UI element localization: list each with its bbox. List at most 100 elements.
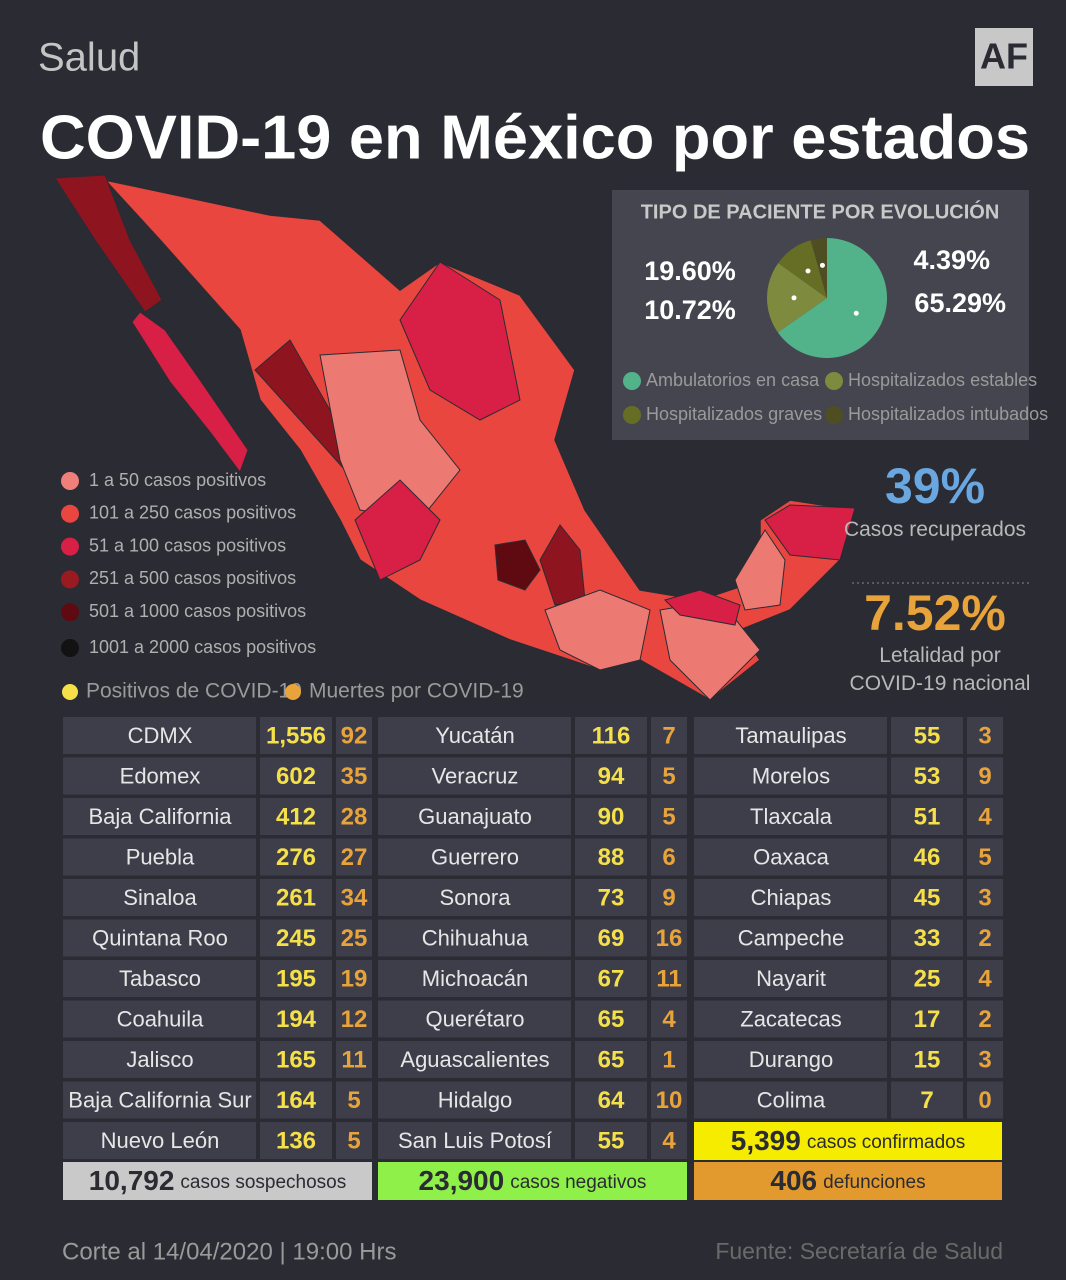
cases: 412 [276, 803, 316, 830]
map-baja-sur [131, 311, 249, 474]
total-label: defunciones [823, 1172, 925, 1193]
cell-bg [260, 1041, 332, 1078]
state-name: Tlaxcala [750, 804, 833, 829]
legend-entry: Hospitalizados graves [646, 404, 822, 424]
cell-bg [651, 838, 687, 876]
cell-bg [967, 1081, 1003, 1119]
cell-bg [694, 1081, 887, 1119]
cell-bg [378, 838, 571, 876]
state-name: San Luis Potosí [398, 1128, 552, 1153]
map-jalisco [354, 479, 441, 581]
cell-bg [575, 1122, 647, 1159]
cell-bg [63, 879, 256, 916]
cases: 245 [276, 925, 316, 952]
cell-bg [260, 960, 332, 997]
cases: 55 [598, 1127, 625, 1154]
pie-slice [778, 240, 827, 298]
cell-bg [651, 960, 687, 997]
cell-bg [336, 798, 372, 835]
cases: 69 [598, 925, 625, 952]
deaths: 11 [341, 1046, 366, 1073]
total-label: casos sospechosos [180, 1172, 346, 1193]
cell-bg [575, 1041, 647, 1078]
cases: 65 [598, 1046, 625, 1073]
cases: 276 [276, 844, 316, 871]
cell-bg [260, 838, 332, 876]
deaths: 3 [978, 884, 991, 911]
state-name: Campeche [738, 925, 844, 950]
footer-cutoff: Corte al 14/04/2020 | 19:00 Hrs [62, 1238, 396, 1265]
cases: 136 [276, 1127, 316, 1154]
map-oaxaca [544, 589, 651, 671]
cell-bg [694, 1041, 887, 1078]
total-text: 10,792 casos sospechosos [89, 1165, 346, 1196]
legend-entry: Ambulatorios en casa [646, 370, 820, 390]
state-name: Colima [757, 1087, 826, 1112]
state-name: Chiapas [751, 885, 832, 910]
recovered-label: Casos recuperados [843, 518, 1027, 541]
cases: 46 [914, 844, 941, 871]
cases: 25 [914, 965, 941, 992]
cases: 55 [914, 722, 941, 749]
cell-bg [891, 757, 963, 795]
state-name: Baja California Sur [68, 1087, 251, 1112]
map-yucatan [764, 504, 856, 561]
cell-bg [891, 919, 963, 957]
deaths: 4 [662, 1127, 676, 1154]
cell-bg [336, 1000, 372, 1038]
cases: 116 [592, 722, 631, 749]
cell-bg [967, 1041, 1003, 1078]
map [54, 174, 856, 701]
cell-bg [575, 757, 647, 795]
cell-bg [575, 1000, 647, 1038]
cell-bg [575, 717, 647, 754]
cell-bg [967, 1000, 1003, 1038]
cell-bg [63, 1000, 256, 1038]
cases: 17 [914, 1006, 941, 1033]
map-legend-dot [61, 472, 79, 490]
legend-entry: Hospitalizados intubados [848, 404, 1048, 424]
cell-bg [378, 879, 571, 916]
cell-bg [967, 838, 1003, 876]
cell-bg [336, 757, 372, 795]
total-value: 10,792 [89, 1165, 175, 1196]
cases: 602 [276, 763, 316, 790]
cell-bg [260, 717, 332, 754]
cell-bg [260, 798, 332, 835]
state-name: Durango [749, 1047, 833, 1072]
cell-bg [336, 1081, 372, 1119]
cell-bg [378, 1122, 571, 1159]
cases: 164 [276, 1087, 317, 1114]
deaths: 3 [978, 722, 991, 749]
cell-bg [63, 1081, 256, 1119]
state-name: Zacatecas [740, 1006, 842, 1031]
state-name: Nayarit [756, 966, 826, 991]
state-name: Sinaloa [123, 885, 197, 910]
cell-bg [336, 1041, 372, 1078]
map-legend-label: 51 a 100 casos positivos [89, 535, 286, 555]
state-name: Tabasco [119, 966, 201, 991]
map-puebla [539, 524, 586, 606]
state-name: CDMX [128, 723, 193, 748]
total-text: 406 defunciones [770, 1165, 925, 1196]
logo: AF [980, 36, 1028, 77]
cell-bg [63, 1122, 256, 1159]
deaths: 1 [662, 1046, 675, 1073]
cases: 51 [914, 803, 941, 830]
pie-value-label: 4.39% [913, 245, 990, 275]
deaths: 5 [662, 763, 675, 790]
deaths: 92 [341, 722, 368, 749]
map-cdmx [494, 539, 541, 591]
cell-bg [891, 838, 963, 876]
cell-bg [378, 960, 571, 997]
cell-bg [651, 757, 687, 795]
cell-bg [651, 1000, 687, 1038]
legend-swatch [825, 372, 843, 390]
cell-bg [63, 798, 256, 835]
cell-bg [378, 757, 571, 795]
cell-bg [63, 960, 256, 997]
cases: 194 [276, 1006, 317, 1033]
deaths: 5 [347, 1127, 360, 1154]
state-name: Aguascalientes [400, 1047, 549, 1072]
cell-bg [260, 919, 332, 957]
